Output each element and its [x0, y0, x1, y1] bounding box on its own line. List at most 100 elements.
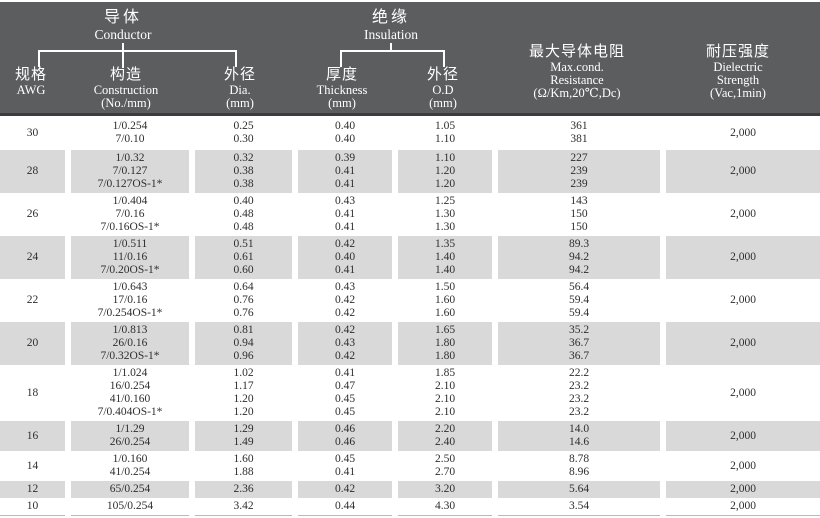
column-label-zh: 构造	[109, 67, 142, 83]
cell-value: 1.50	[434, 281, 456, 293]
cell-value: 1.60	[434, 294, 456, 306]
column-label-zh: 耐压强度	[705, 44, 770, 60]
column-label-en: O.D	[432, 83, 454, 97]
cell-value: 227	[570, 152, 588, 164]
cell-value: 8.78	[568, 453, 590, 465]
cell-construction: 1/0.643 17/0.16 7/0.254OS-1*	[68, 279, 195, 322]
cell-construction: 65/0.254	[68, 481, 195, 498]
cell-od: 1.10 1.20 1.20	[395, 150, 498, 193]
cell-value: 0.40	[334, 251, 356, 263]
cell-value: 0.48	[233, 221, 254, 233]
cell-value: 2.70	[434, 466, 456, 478]
table-row: 28 1/0.32 7/0.127 7/0.127OS-1* 0.32 0.38 0.38 0…	[0, 150, 820, 193]
cell-value: 0.41	[334, 221, 356, 233]
cell-awg: 14	[0, 451, 71, 481]
column-label-unit: (mm)	[226, 96, 254, 110]
insulation-bracket-stem	[390, 43, 392, 50]
cell-value: 0.81	[233, 324, 254, 336]
cell-value: 1.80	[434, 337, 456, 349]
cell-dia: 0.32 0.38 0.38	[192, 150, 298, 193]
table-row: 26 1/0.404 7/0.16 7/0.16OS-1* 0.40 0.48 0.48 0.…	[0, 193, 820, 236]
cell-value: 1.20	[233, 406, 254, 418]
table-row: 30 1/0.254 7/0.10 0.25 0.30 0.40 0.40 1.05 1.10 3…	[0, 116, 820, 150]
column-label-en: Construction	[93, 83, 159, 97]
column-label-en: Dia.	[229, 83, 251, 97]
cell-value: 0.41	[334, 466, 356, 478]
cell-awg: 10	[0, 498, 71, 516]
column-label-zh: 厚度	[325, 67, 358, 83]
cell-construction: 1/0.813 26/0.16 7/0.32OS-1*	[68, 322, 195, 365]
cell-value: 7/0.254OS-1*	[97, 307, 163, 319]
cell-value: 0.25	[233, 120, 254, 132]
cell-value: 1/0.813	[112, 324, 148, 336]
cell-value: 23.2	[568, 380, 590, 392]
cell-dielectric: 2,000	[663, 116, 820, 150]
cell-value: 94.2	[568, 264, 590, 276]
cell-value: 3.20	[434, 483, 456, 495]
column-header-construction: 构造 Construction (No./mm)	[66, 66, 186, 110]
cell-resistance: 361 381	[495, 116, 666, 150]
cell-value: 0.41	[334, 264, 356, 276]
cell-od: 4.30	[395, 498, 498, 516]
cell-value: 1.02	[233, 367, 254, 379]
cell-resistance: 56.4 59.4 59.4	[495, 279, 666, 322]
table-row: 24 1/0.511 11/0.16 7/0.20OS-1* 0.51 0.61 0.60 0…	[0, 236, 820, 279]
cell-dia: 0.81 0.94 0.96	[192, 322, 298, 365]
cell-value: 89.3	[568, 238, 590, 250]
cell-dia: 1.60 1.88	[192, 451, 298, 481]
cell-value: 0.45	[334, 393, 356, 405]
cell-dielectric: 2,000	[663, 150, 820, 193]
table-row: 18 1/1.024 16/0.254 41/0.160 7/0.404OS-1* 1.0…	[0, 365, 820, 421]
cell-resistance: 5.64	[495, 481, 666, 498]
cell-od: 2.50 2.70	[395, 451, 498, 481]
cell-value: 14	[26, 459, 39, 472]
cell-value: 14.6	[568, 436, 590, 448]
cell-value: 0.61	[233, 251, 254, 263]
column-label-en: Max.cond.	[550, 60, 604, 74]
cell-value: 26/0.16	[112, 337, 148, 349]
cell-value: 7/0.16	[115, 208, 145, 220]
cell-value: 0.42	[334, 238, 356, 250]
cell-value: 1.20	[434, 178, 456, 190]
cell-value: 1.20	[434, 165, 456, 177]
column-label-en: Thickness	[316, 83, 368, 97]
conductor-bracket-stem	[122, 43, 124, 68]
cell-thickness: 0.43 0.42 0.42	[295, 279, 398, 322]
column-header-dielectric: 耐压强度 Dielectric Strength (Vac,1min)	[663, 43, 813, 100]
cell-value: 0.94	[233, 337, 254, 349]
cell-value: 24	[26, 251, 39, 263]
cell-resistance: 227 239 239	[495, 150, 666, 193]
cell-value: 1.65	[434, 324, 456, 336]
cell-value: 28	[26, 165, 39, 177]
cell-value: 2.10	[434, 380, 456, 392]
cell-od: 3.20	[395, 481, 498, 498]
cell-dielectric: 2,000	[663, 193, 820, 236]
cell-value: 1.35	[434, 238, 456, 250]
cell-value: 10	[26, 500, 39, 512]
table-header: 导体 Conductor 绝缘 Insulation 规格 AWG 构造 Con…	[0, 2, 820, 116]
cell-value: 0.76	[233, 294, 254, 306]
cell-awg: 18	[0, 365, 71, 421]
cell-value: 1/0.511	[112, 238, 148, 250]
cell-value: 7/0.127OS-1*	[97, 178, 163, 190]
cell-dia: 1.29 1.49	[192, 421, 298, 451]
cell-value: 0.42	[334, 324, 356, 336]
cell-dia: 0.51 0.61 0.60	[192, 236, 298, 279]
cell-value: 1/1.024	[112, 367, 148, 379]
cell-value: 12	[26, 483, 39, 495]
column-label-en: AWG	[16, 83, 46, 97]
cell-value: 1.25	[434, 195, 456, 207]
table-row: 20 1/0.813 26/0.16 7/0.32OS-1* 0.81 0.94 0.96 0…	[0, 322, 820, 365]
cell-value: 1.05	[434, 120, 456, 132]
cell-dielectric: 2,000	[663, 451, 820, 481]
cell-od: 1.35 1.40 1.40	[395, 236, 498, 279]
cell-value: 0.43	[334, 337, 356, 349]
cell-value: 1.30	[434, 221, 456, 233]
cell-value: 7/0.404OS-1*	[97, 406, 163, 418]
cell-thickness: 0.44	[295, 498, 398, 516]
cell-value: 0.51	[233, 238, 254, 250]
cell-value: 2.36	[233, 483, 254, 495]
cell-dielectric: 2,000	[663, 236, 820, 279]
table-row: 14 1/0.160 41/0.254 1.60 1.88 0.45 0.41 2.50 2.7…	[0, 451, 820, 481]
cell-value: 1.17	[233, 380, 254, 392]
